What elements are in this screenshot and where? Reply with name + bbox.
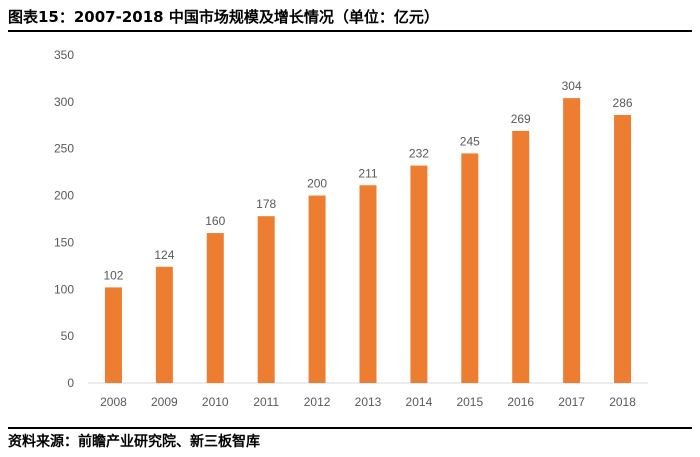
bar xyxy=(308,195,326,383)
bar xyxy=(257,216,275,383)
x-tick-label: 2015 xyxy=(456,395,483,409)
y-tick-label: 0 xyxy=(67,376,74,390)
y-tick-label: 50 xyxy=(61,329,75,343)
bar xyxy=(410,165,428,383)
bar xyxy=(104,287,122,383)
data-label: 160 xyxy=(205,214,225,228)
x-tick-label: 2008 xyxy=(100,395,127,409)
y-tick-label: 100 xyxy=(54,282,74,296)
y-tick-label: 300 xyxy=(54,95,74,109)
bar xyxy=(614,114,632,383)
data-label: 200 xyxy=(307,177,327,191)
x-tick-label: 2013 xyxy=(355,395,382,409)
source-rule xyxy=(8,427,692,429)
y-tick-label: 350 xyxy=(54,48,74,62)
data-label: 245 xyxy=(460,134,480,148)
data-label: 269 xyxy=(511,112,531,126)
data-label: 232 xyxy=(409,147,429,161)
bar xyxy=(512,130,530,383)
x-tick-label: 2014 xyxy=(406,395,433,409)
x-tick-label: 2016 xyxy=(507,395,534,409)
x-tick-label: 2009 xyxy=(151,395,178,409)
y-tick-label: 250 xyxy=(54,142,74,156)
source-note: 资料来源：前瞻产业研究院、新三板智库 xyxy=(8,434,260,450)
x-tick-label: 2012 xyxy=(304,395,331,409)
data-label: 286 xyxy=(613,96,633,110)
data-label: 102 xyxy=(103,268,123,282)
x-tick-label: 2011 xyxy=(253,395,279,409)
y-tick-label: 150 xyxy=(54,235,74,249)
chart-title: 图表15：2007-2018 中国市场规模及增长情况（单位：亿元） xyxy=(8,8,439,26)
bar xyxy=(359,185,377,383)
bar xyxy=(563,98,581,383)
bar xyxy=(461,153,479,383)
x-tick-label: 2010 xyxy=(202,395,229,409)
bar xyxy=(206,233,224,383)
data-label: 124 xyxy=(154,248,174,262)
x-tick-label: 2017 xyxy=(558,395,585,409)
data-label: 304 xyxy=(562,79,582,93)
x-tick-label: 2018 xyxy=(609,395,636,409)
data-label: 178 xyxy=(256,197,276,211)
data-label: 211 xyxy=(358,166,377,180)
title-rule xyxy=(8,30,692,32)
y-tick-label: 200 xyxy=(54,189,74,203)
bar xyxy=(155,266,173,383)
